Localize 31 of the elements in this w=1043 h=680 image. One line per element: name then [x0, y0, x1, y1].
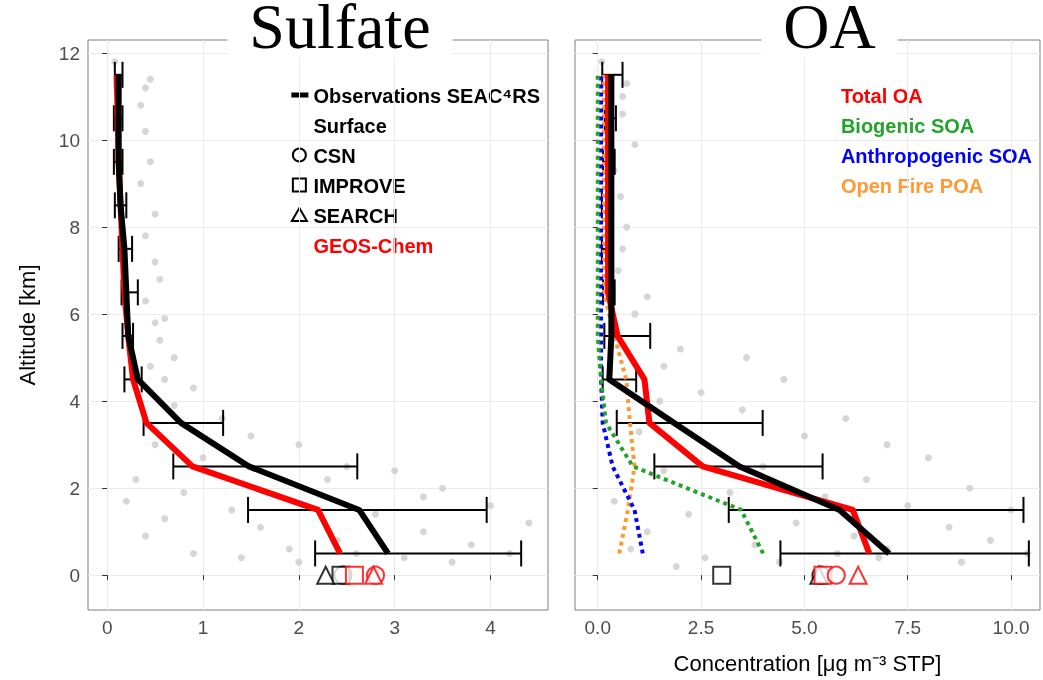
legend-label: IMPROVE	[313, 175, 406, 197]
chart-title: OA	[783, 0, 876, 62]
text: Open Fire POA	[840, 175, 984, 197]
y-tick-label: 0	[69, 564, 80, 586]
x-tick-label: 7.5	[894, 617, 921, 638]
y-axis-title: Altitude [km]	[14, 264, 40, 386]
text: Biogenic SOA	[840, 115, 975, 137]
x-tick-label: 10.0	[992, 617, 1030, 638]
annotation: Surface	[313, 115, 387, 137]
x-tick-label: 4	[485, 617, 497, 638]
y-tick-label: 2	[69, 477, 80, 499]
y-tick-label: 4	[69, 390, 81, 412]
x-tick-label: 5.0	[791, 617, 818, 638]
legend-label: SEARCH	[313, 205, 398, 227]
legend-label: CSN	[313, 145, 356, 167]
text: Total OA	[840, 85, 923, 107]
x-axis-title: Concentration [μg m⁻³ STP]	[673, 650, 942, 676]
y-tick-label: 12	[58, 42, 80, 64]
x-tick-label: 0.0	[584, 617, 611, 638]
y-tick-label: 10	[58, 129, 80, 151]
x-tick-label: 2	[293, 617, 305, 638]
y-tick-label: 6	[69, 303, 80, 325]
x-tick-label: 2.5	[687, 617, 715, 638]
text: Anthropogenic SOA	[840, 145, 1033, 167]
chart-title: Sulfate	[249, 0, 431, 62]
y-tick-label: 8	[69, 216, 80, 238]
legend-label: Observations SEAC⁴RS	[313, 85, 540, 107]
text: GEOS-Chem	[313, 235, 434, 257]
x-tick-label: 0	[101, 617, 113, 638]
x-tick-label: 1	[197, 617, 209, 638]
x-tick-label: 3	[389, 617, 400, 638]
